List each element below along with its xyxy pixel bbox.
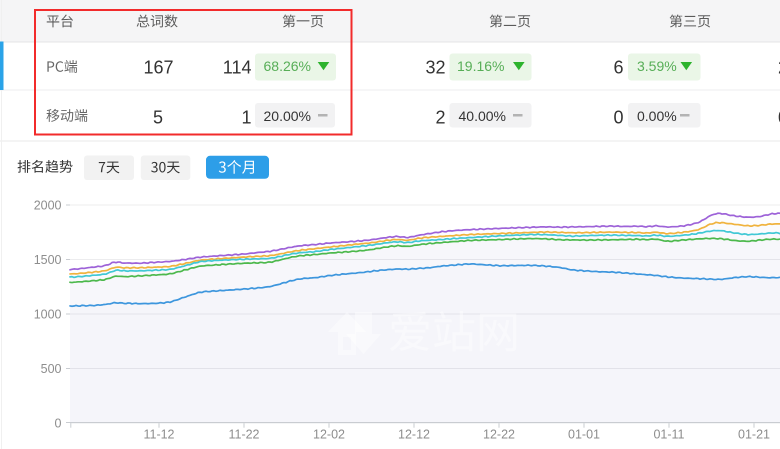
svg-text:2000: 2000 — [34, 199, 62, 213]
svg-text:0: 0 — [613, 108, 623, 128]
svg-text:6: 6 — [613, 58, 623, 78]
svg-text:1500: 1500 — [34, 253, 62, 267]
svg-text:01-01: 01-01 — [568, 428, 600, 442]
svg-text:01-11: 01-11 — [653, 428, 684, 442]
svg-text:12-12: 12-12 — [398, 428, 430, 442]
svg-text:68.26%: 68.26% — [264, 58, 311, 74]
svg-text:0.00%: 0.00% — [637, 108, 677, 124]
svg-text:12-22: 12-22 — [483, 428, 515, 442]
svg-text:1000: 1000 — [34, 308, 62, 322]
svg-text:3.59%: 3.59% — [637, 58, 677, 74]
svg-text:2: 2 — [435, 108, 445, 128]
svg-text:20.00%: 20.00% — [264, 108, 311, 124]
svg-text:32: 32 — [425, 58, 445, 78]
svg-text:167: 167 — [143, 58, 173, 78]
svg-text:114: 114 — [223, 58, 252, 78]
svg-text:0: 0 — [778, 108, 780, 128]
svg-text:2: 2 — [778, 58, 780, 78]
svg-text:11-22: 11-22 — [228, 428, 259, 442]
svg-text:500: 500 — [41, 362, 62, 376]
svg-text:1: 1 — [241, 108, 251, 128]
svg-text:40.00%: 40.00% — [459, 108, 506, 124]
svg-text:01-21: 01-21 — [738, 428, 770, 442]
svg-text:5: 5 — [153, 108, 163, 128]
svg-text:11-12: 11-12 — [143, 428, 174, 442]
svg-text:12-02: 12-02 — [313, 428, 345, 442]
svg-text:0: 0 — [55, 417, 62, 431]
svg-text:19.16%: 19.16% — [457, 58, 504, 74]
